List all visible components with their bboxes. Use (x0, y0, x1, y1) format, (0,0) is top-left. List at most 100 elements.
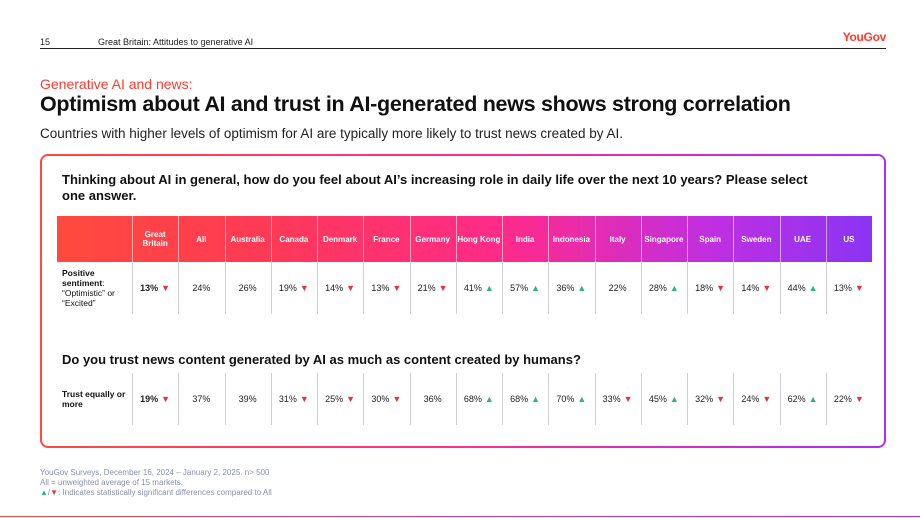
column-header-indonesia: Indonesia (552, 234, 591, 244)
cell-divider (825, 262, 827, 314)
cell-uae: 62% ▲ (780, 373, 826, 425)
bottom-rule (0, 516, 920, 517)
cell-divider (548, 373, 550, 425)
cell-divider (594, 262, 596, 314)
row-label-sentiment-bold: Positive sentiment (62, 268, 103, 288)
column-header-great-britain: Great Britain (142, 230, 168, 248)
cell-divider (178, 373, 180, 425)
cell-divider (640, 262, 642, 314)
cell-value: 18% (695, 283, 714, 293)
down-arrow-icon: ▼ (762, 394, 772, 404)
cell-divider (594, 373, 596, 425)
down-arrow-icon: ▼ (299, 283, 309, 293)
column-header-all: All (196, 234, 207, 244)
cell-divider (779, 373, 781, 425)
cell-divider (224, 262, 226, 314)
top-bar: 15 Great Britain: Attitudes to generativ… (40, 30, 887, 49)
down-arrow-icon: ▼ (346, 283, 356, 293)
column-header-us: US (843, 234, 855, 244)
cell-value: 19% (140, 394, 159, 404)
cell-value: 57% (510, 283, 529, 293)
cell-great-britain: 19% ▼ (132, 373, 178, 425)
down-arrow-icon: ▼ (161, 394, 171, 404)
cell-spain: 32% ▼ (687, 373, 733, 425)
footnote-significance-text: : Indicates statistically significant di… (58, 488, 272, 497)
cell-us: 13% ▼ (826, 262, 872, 314)
cell-italy: 22% (595, 262, 641, 314)
up-arrow-icon: ▲ (577, 283, 587, 293)
cell-value: 14% (325, 283, 344, 293)
cell-value: 41% (463, 283, 482, 293)
cell-value: 24% (192, 283, 211, 293)
header-divider (317, 216, 318, 262)
cell-divider (409, 262, 411, 314)
yougov-logo: YouGov (842, 30, 887, 44)
up-arrow-icon: ▲ (40, 488, 48, 497)
cell-divider (502, 373, 503, 425)
page-number: 15 (40, 37, 51, 47)
cell-value: 13% (140, 283, 159, 293)
column-header-hong-kong: Hong Kong (457, 234, 501, 244)
cell-divider (178, 262, 180, 314)
cell-uae: 44% ▲ (780, 262, 826, 314)
results-card: Thinking about AI in general, how do you… (40, 154, 886, 448)
cell-india: 57% ▲ (502, 262, 548, 314)
column-header-spain: Spain (699, 234, 722, 244)
header-divider (502, 216, 503, 262)
header-divider (270, 216, 272, 262)
cell-value: 32% (695, 394, 714, 404)
column-header-australia: Australia (230, 234, 265, 244)
cell-hong-kong: 68% ▲ (456, 373, 502, 425)
footnote-source: YouGov Surveys, December 16, 2024 – Janu… (40, 468, 270, 477)
cell-singapore: 28% ▲ (641, 262, 687, 314)
up-arrow-icon: ▲ (808, 394, 818, 404)
cell-value: 21% (417, 283, 436, 293)
down-arrow-icon: ▼ (716, 394, 726, 404)
cell-divider (363, 262, 365, 314)
header-divider (409, 216, 411, 262)
header-divider (779, 216, 781, 262)
cell-divider (455, 373, 457, 425)
cell-australia: 26% (225, 262, 271, 314)
question-trust: Do you trust news content generated by A… (62, 352, 581, 367)
header-divider (594, 216, 596, 262)
header-divider (548, 216, 550, 262)
page-title: Optimism about AI and trust in AI-genera… (40, 92, 791, 116)
footnotes: YouGov Surveys, December 16, 2024 – Janu… (40, 468, 272, 498)
cell-divider (270, 262, 272, 314)
cell-divider (687, 373, 688, 425)
cell-spain: 18% ▼ (687, 262, 733, 314)
cell-divider (224, 373, 226, 425)
up-arrow-icon: ▲ (531, 283, 541, 293)
table-row-trust: Trust equally or more 19% ▼ 37% 39% 31% ▼ 25% ▼… (57, 373, 872, 425)
cell-canada: 31% ▼ (271, 373, 317, 425)
cell-denmark: 14% ▼ (317, 262, 363, 314)
column-header-sweden: Sweden (741, 234, 772, 244)
cell-canada: 19% ▼ (271, 262, 317, 314)
cell-sweden: 14% ▼ (733, 262, 779, 314)
cell-indonesia: 36% ▲ (548, 262, 594, 314)
down-arrow-icon: ▼ (762, 283, 772, 293)
cell-value: 13% (371, 283, 390, 293)
cell-all: 37% (178, 373, 224, 425)
cell-value: 31% (278, 394, 297, 404)
cell-value: 22% (608, 283, 627, 293)
cell-australia: 39% (225, 373, 271, 425)
cell-value: 37% (192, 394, 211, 404)
footnote-significance: ▲/▼: Indicates statistically significant… (40, 488, 272, 497)
cell-value: 70% (556, 394, 575, 404)
down-arrow-icon: ▼ (716, 283, 726, 293)
cell-value: 30% (371, 394, 390, 404)
footnote-all: All = unweighted average of 15 markets. (40, 478, 183, 487)
down-arrow-icon: ▼ (50, 488, 59, 497)
cell-divider (733, 373, 735, 425)
down-arrow-icon: ▼ (392, 394, 402, 404)
cell-divider (409, 373, 411, 425)
cell-value: 24% (741, 394, 760, 404)
document-title: Great Britain: Attitudes to generative A… (98, 37, 254, 47)
up-arrow-icon: ▲ (808, 283, 818, 293)
section-label: Generative AI and news: (40, 76, 193, 92)
header-divider (132, 216, 133, 262)
column-header-singapore: Singapore (644, 234, 684, 244)
down-arrow-icon: ▼ (299, 394, 309, 404)
